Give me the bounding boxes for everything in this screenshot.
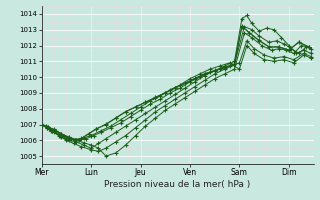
X-axis label: Pression niveau de la mer( hPa ): Pression niveau de la mer( hPa ) <box>104 180 251 189</box>
